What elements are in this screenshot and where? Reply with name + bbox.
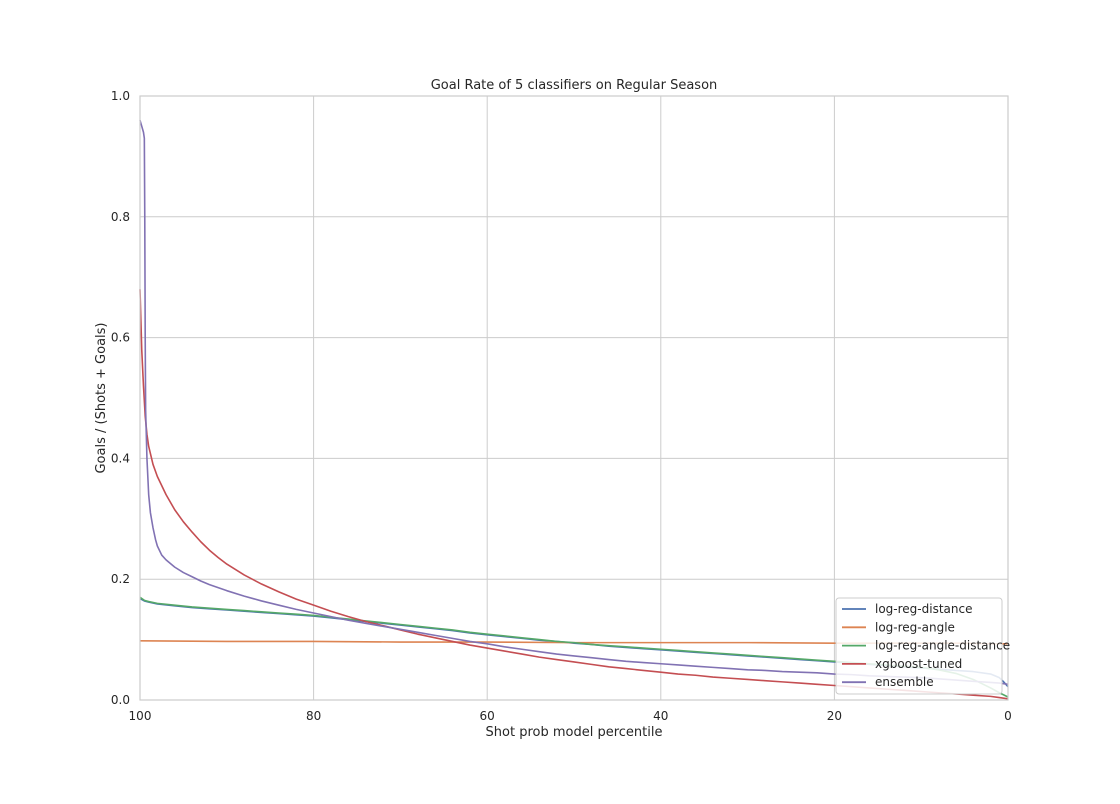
x-axis-label: Shot prob model percentile — [486, 725, 663, 740]
plot-area-frame — [139, 95, 1009, 701]
grid-lines — [139, 95, 1009, 701]
x-tick-label: 80 — [306, 709, 321, 723]
y-tick-label: 0.2 — [111, 572, 130, 586]
x-tick-label: 0 — [1004, 709, 1012, 723]
y-axis-ticks: 0.0 0.2 0.4 0.6 0.8 1.0 — [111, 89, 130, 707]
legend-frame — [835, 597, 1003, 695]
x-tick-label: 60 — [480, 709, 495, 723]
series-line-ensemble — [139, 119, 1009, 686]
y-tick-label: 0.8 — [111, 210, 130, 224]
x-tick-label: 40 — [653, 709, 668, 723]
x-tick-label: 100 — [129, 709, 152, 723]
y-axis-label: Goals / (Shots + Goals) — [94, 322, 109, 473]
y-tick-label: 1.0 — [111, 89, 130, 103]
chart-title: Goal Rate of 5 classifiers on Regular Se… — [431, 78, 718, 93]
legend-label-ensemble: ensemble — [875, 675, 934, 689]
legend-label-log-reg-angle-distance: log-reg-angle-distance — [875, 639, 1010, 653]
y-tick-label: 0.4 — [111, 451, 130, 465]
legend-label-log-reg-angle: log-reg-angle — [875, 620, 955, 634]
x-tick-label: 20 — [827, 709, 842, 723]
y-tick-label: 0.0 — [111, 693, 130, 707]
x-axis-ticks: 100 80 60 40 20 0 — [129, 709, 1012, 723]
y-tick-label: 0.6 — [111, 331, 130, 345]
legend-label-xgboost-tuned: xgboost-tuned — [875, 657, 962, 671]
legend: log-reg-distance log-reg-angle log-reg-ang… — [835, 597, 1010, 695]
legend-label-log-reg-distance: log-reg-distance — [875, 602, 972, 616]
